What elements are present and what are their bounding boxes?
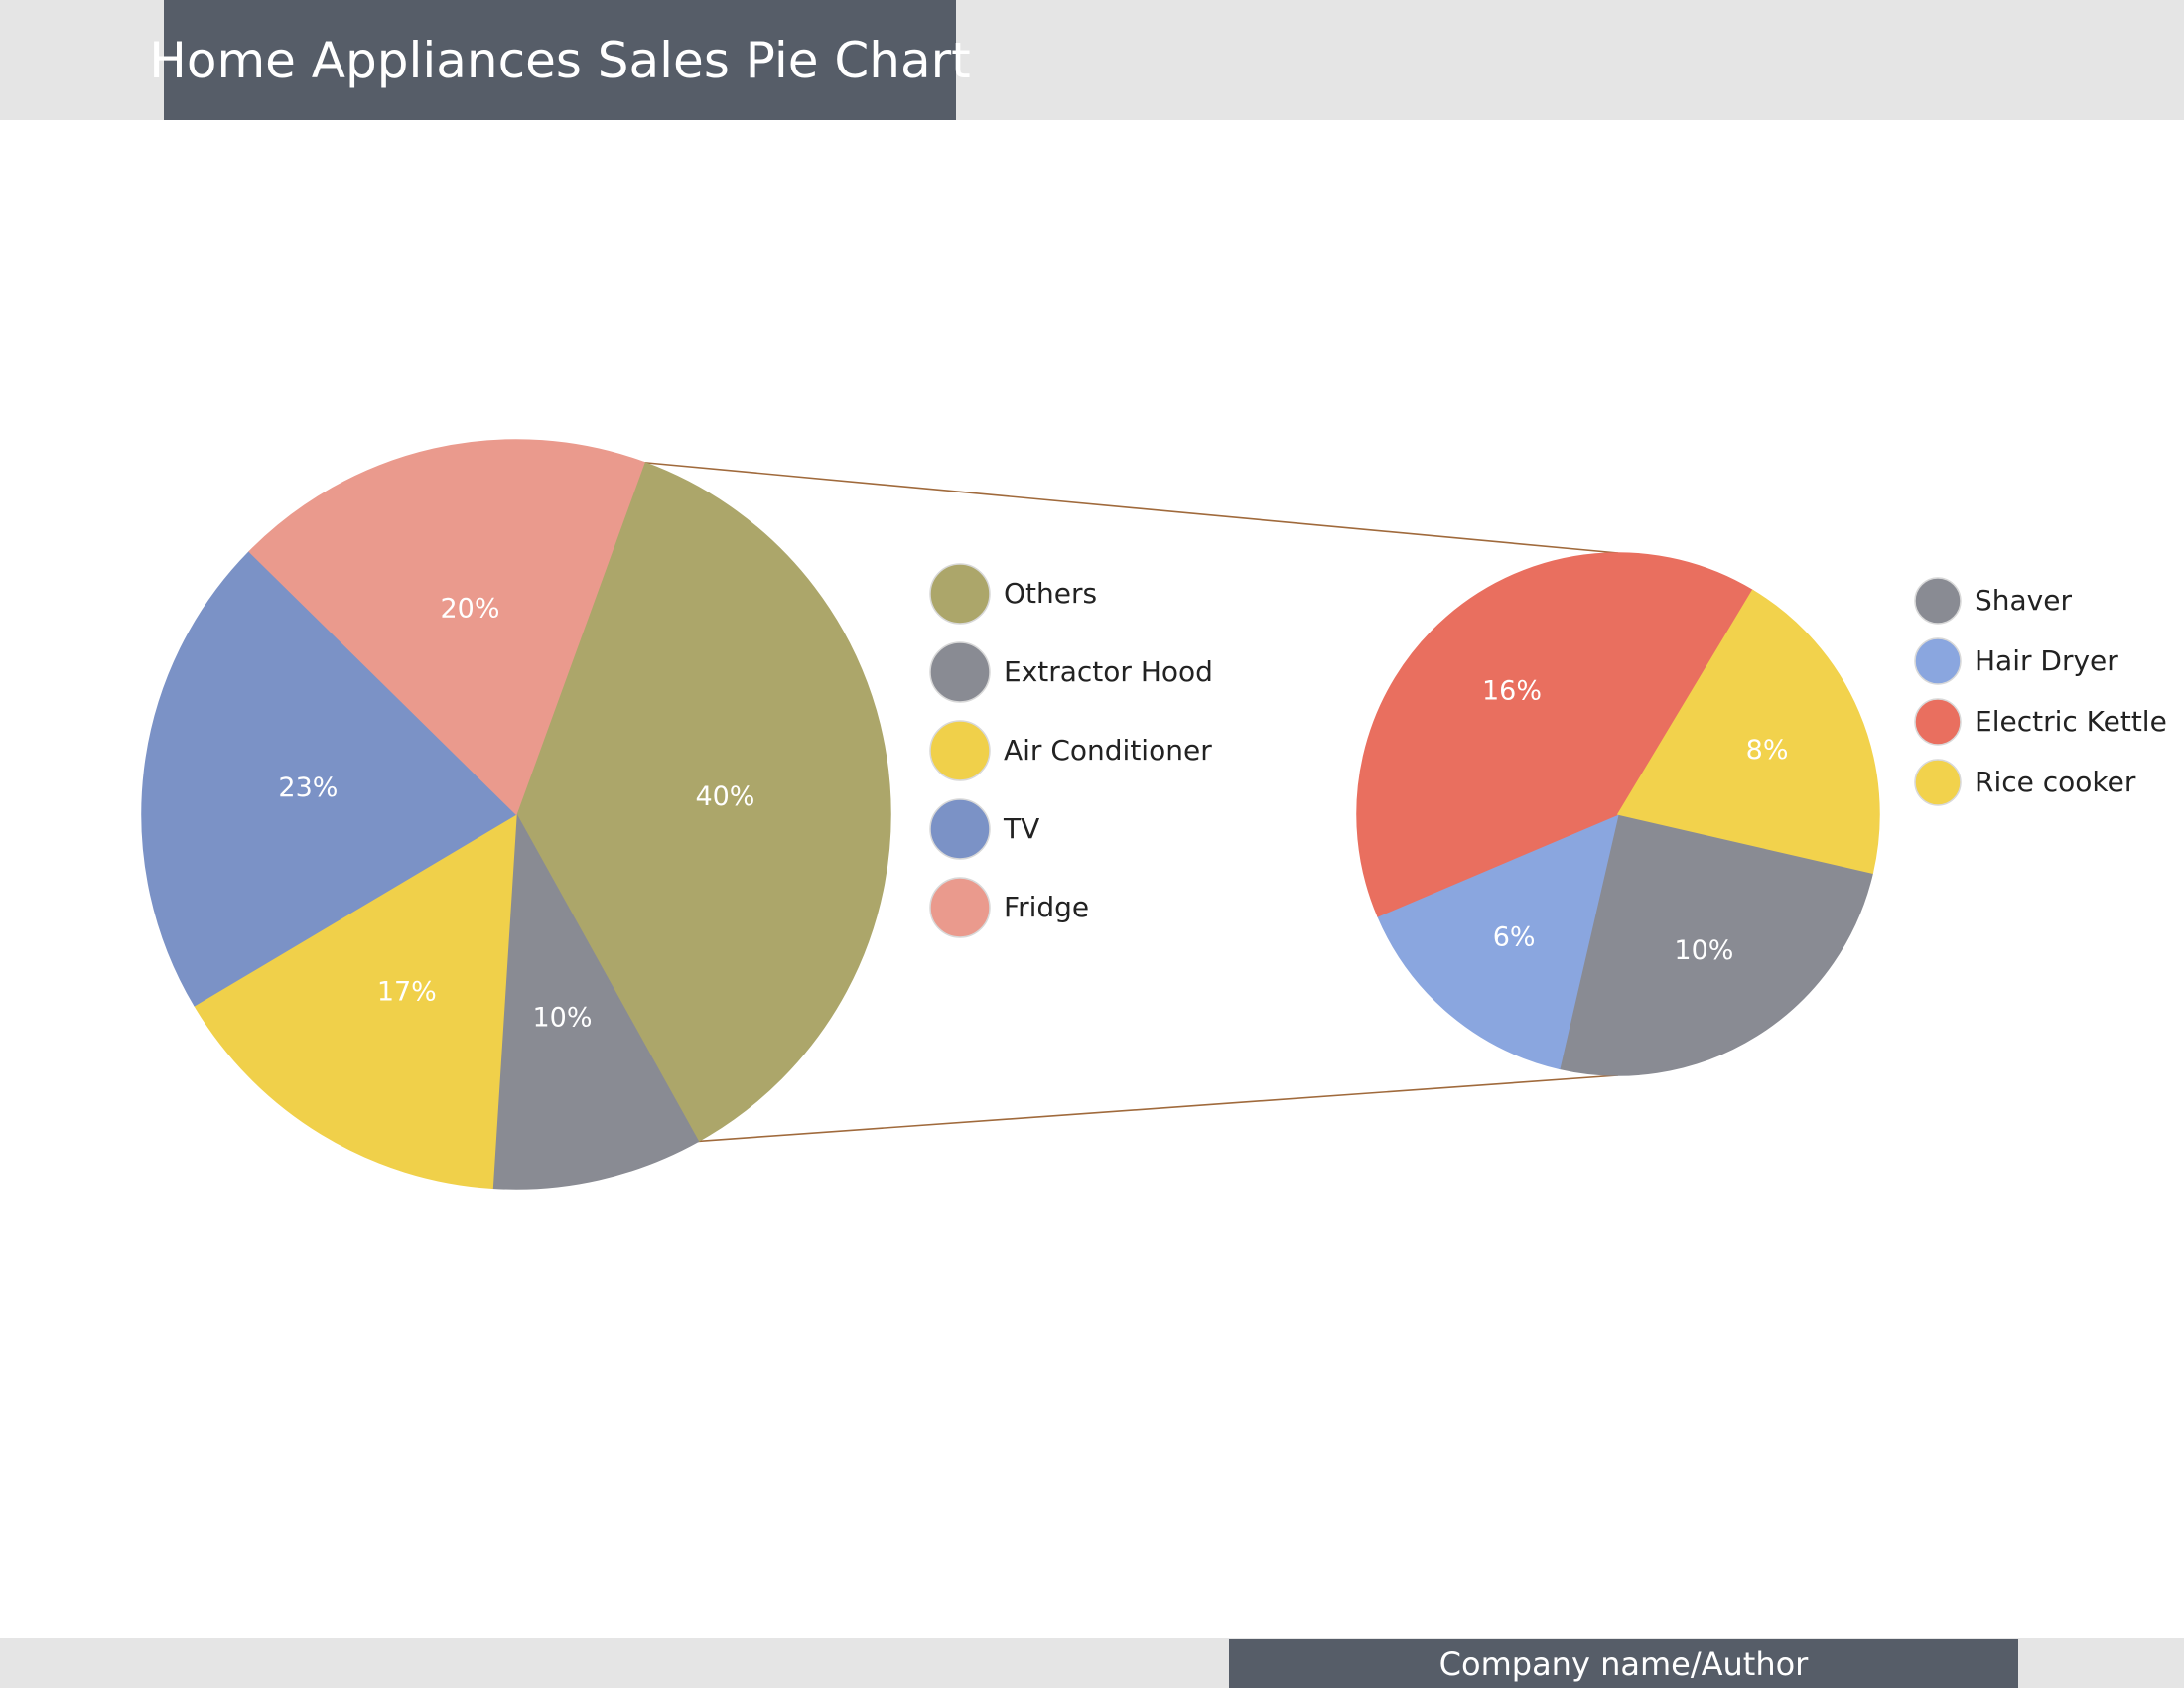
pie-slice-extractor-hood (491, 811, 700, 1190)
legend-swatch-fridge (929, 877, 991, 938)
legend-label-rice-cooker: Rice cooker (1975, 766, 2136, 798)
main-legend: Others Extractor Hood Air Conditioner TV Fri… (929, 563, 1213, 938)
legend-label-shaver: Shaver (1975, 584, 2072, 617)
footer-author: Company name/Author (1438, 1644, 1809, 1683)
pie-slice-fridge (248, 439, 645, 816)
footer-box: Company name/Author (1229, 1639, 2018, 1688)
pie-of-pie-chart: 40% 10% 17% 23% 20% 10% 6% 16% 8% Others Extract… (141, 439, 2167, 1190)
legend-swatch-rice-cooker (1914, 759, 1962, 806)
slice-label-tv: 23% (278, 773, 338, 803)
legend-label-electric-kettle: Electric Kettle (1975, 705, 2167, 738)
legend-label-hair-dryer: Hair Dryer (1975, 644, 2118, 677)
pie-slice-others (515, 461, 891, 1143)
pie-slice-electric-kettle (1356, 552, 1754, 917)
legend-label-air-conditioner: Air Conditioner (1004, 734, 1212, 767)
legend-swatch-tv (929, 798, 991, 860)
pie-slice-shaver (1558, 813, 1874, 1076)
title-box: Home Appliances Sales Pie Chart (149, 0, 971, 120)
slice-label-others: 40% (695, 781, 754, 812)
slice-label-fridge: 20% (440, 594, 499, 625)
legend-swatch-electric-kettle (1914, 698, 1962, 746)
legend-label-extractor-hood: Extractor Hood (1004, 655, 1213, 688)
pie-slice-air-conditioner (193, 812, 517, 1190)
slice-label-extractor-hood: 10% (533, 1002, 593, 1033)
slice-label-air-conditioner: 17% (377, 977, 437, 1008)
slice-label-hair-dryer: 6% (1493, 921, 1536, 952)
slice-label-shaver: 10% (1674, 935, 1733, 966)
sub-legend: Shaver Hair Dryer Electric Kettle Rice cook… (1914, 577, 2167, 806)
pie-slice-rice-cooker (1616, 589, 1880, 875)
pie-slice-tv (141, 550, 518, 1007)
legend-swatch-hair-dryer (1914, 637, 1962, 685)
sub-pie: 10% 6% 16% 8% (1356, 552, 1880, 1076)
legend-swatch-shaver (1914, 577, 1962, 625)
slice-label-rice-cooker: 8% (1746, 735, 1789, 766)
connector-line-top (643, 461, 1619, 554)
legend-swatch-others (929, 563, 991, 625)
main-pie: 40% 10% 17% 23% 20% (141, 439, 891, 1190)
page-title: Home Appliances Sales Pie Chart (149, 31, 971, 89)
connector-line-bottom (698, 1074, 1619, 1143)
connector-lines (643, 461, 1619, 1143)
pie-slice-hair-dryer (1376, 812, 1620, 1070)
legend-label-tv: TV (1003, 812, 1039, 845)
legend-swatch-extractor-hood (929, 641, 991, 703)
legend-label-others: Others (1004, 577, 1097, 610)
slice-label-electric-kettle: 16% (1482, 675, 1542, 706)
legend-label-fridge: Fridge (1004, 891, 1089, 923)
legend-swatch-air-conditioner (929, 720, 991, 781)
